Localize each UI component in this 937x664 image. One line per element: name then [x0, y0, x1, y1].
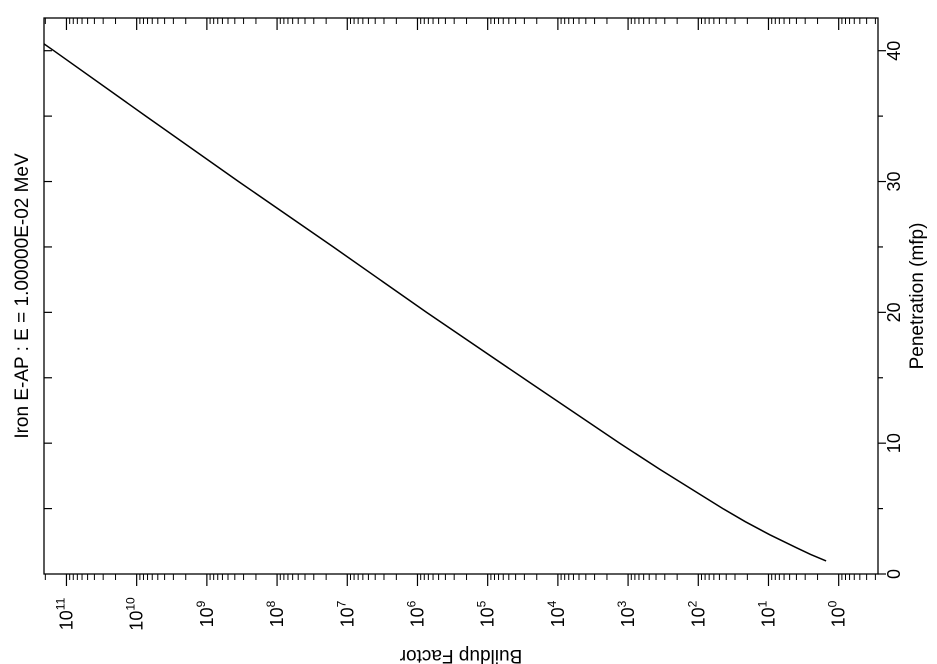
- y-tick-label: 101: [755, 600, 778, 627]
- y-tick-label: 103: [615, 600, 638, 627]
- y-axis-label: Buildup Factor: [399, 645, 522, 664]
- x-tick-label: 30: [884, 172, 904, 192]
- y-tick-label: 107: [334, 600, 357, 627]
- y-tick-label: 105: [475, 600, 498, 627]
- plot-frame: [43, 17, 879, 575]
- x-tick-label: 10: [884, 433, 904, 453]
- x-tick-label: 40: [884, 41, 904, 61]
- curve-layer: [43, 43, 827, 562]
- y-tick-label: 1011: [53, 597, 76, 630]
- y-tick-label: 102: [685, 600, 708, 627]
- buildup-curve: [43, 43, 827, 562]
- y-tick-label: 109: [194, 600, 217, 627]
- y-tick-label: 108: [264, 600, 287, 627]
- x-axis-label: Penetration (mfp): [907, 223, 928, 370]
- y-tick-label: 1010: [124, 597, 147, 631]
- ticks-layer: [44, 18, 886, 586]
- x-tick-label: 20: [884, 302, 904, 322]
- chart-title: Iron E-AP : E = 1.00000E-02 MeV: [12, 153, 33, 439]
- y-tick-label: 104: [545, 600, 568, 627]
- y-tick-label: 100: [826, 600, 849, 627]
- x-tick-label: 0: [884, 569, 904, 579]
- y-tick-label: 106: [404, 600, 427, 627]
- labels-layer: 0 10 20 30 40 100 101 102 103 104 105 106 107 108 109 1…: [53, 41, 904, 631]
